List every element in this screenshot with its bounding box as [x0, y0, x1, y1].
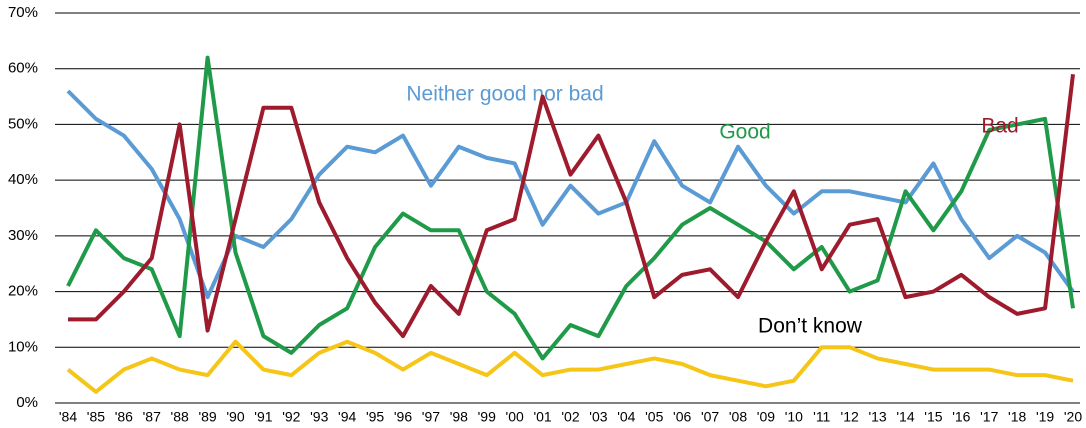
y-tick-label: 0%	[16, 394, 38, 411]
x-tick-label: '20	[1064, 409, 1082, 425]
x-tick-label: '93	[310, 409, 328, 425]
x-tick-label: '01	[533, 409, 551, 425]
y-tick-label: 30%	[8, 227, 38, 244]
x-tick-label: '84	[59, 409, 77, 425]
x-tick-label: '09	[757, 409, 775, 425]
series-line	[68, 74, 1075, 339]
x-tick-label: '94	[338, 409, 356, 425]
x-tick-label: '14	[896, 409, 914, 425]
series-line	[66, 89, 1075, 300]
x-tick-label: '91	[254, 409, 272, 425]
x-tick-label: '85	[87, 409, 105, 425]
x-tick-label: '90	[226, 409, 244, 425]
y-tick-label: 10%	[8, 338, 38, 355]
x-tick-label: '06	[673, 409, 691, 425]
series-label: Neither good nor bad	[406, 83, 603, 106]
x-tick-label: '13	[868, 409, 886, 425]
x-tick-label: '08	[729, 409, 747, 425]
series-label: Don’t know	[758, 315, 863, 338]
x-tick-label: '17	[980, 409, 998, 425]
x-tick-label: '92	[282, 409, 300, 425]
x-tick-label: '02	[561, 409, 579, 425]
x-tick-label: '86	[115, 409, 133, 425]
x-tick-label: '00	[506, 409, 524, 425]
x-tick-label: '16	[952, 409, 970, 425]
x-tick-label: '87	[143, 409, 161, 425]
x-tick-label: '04	[617, 409, 635, 425]
x-tick-label: '95	[366, 409, 384, 425]
x-tick-label: '88	[171, 409, 189, 425]
y-tick-label: 50%	[8, 115, 38, 132]
x-tick-label: '99	[478, 409, 496, 425]
x-tick-label: '18	[1008, 409, 1026, 425]
series-label: Good	[719, 121, 770, 144]
x-tick-label: '11	[813, 409, 830, 425]
x-tick-label: '89	[198, 409, 216, 425]
y-tick-label: 20%	[8, 283, 38, 300]
x-tick-label: '03	[589, 409, 607, 425]
x-tick-label: '12	[841, 409, 859, 425]
y-tick-label: 70%	[8, 4, 38, 21]
series-line	[66, 339, 1074, 394]
x-tick-label: '07	[701, 409, 719, 425]
x-tick-label: '05	[645, 409, 663, 425]
series-line	[66, 55, 1075, 361]
x-tick-label: '96	[394, 409, 412, 425]
x-tick-label: '15	[924, 409, 942, 425]
x-tick-label: '98	[450, 409, 468, 425]
series-label: Bad	[981, 115, 1018, 138]
x-tick-label: '97	[422, 409, 440, 425]
y-tick-label: 40%	[8, 171, 38, 188]
x-tick-label: '10	[785, 409, 803, 425]
y-tick-label: 60%	[8, 60, 38, 77]
x-tick-label: '19	[1036, 409, 1054, 425]
